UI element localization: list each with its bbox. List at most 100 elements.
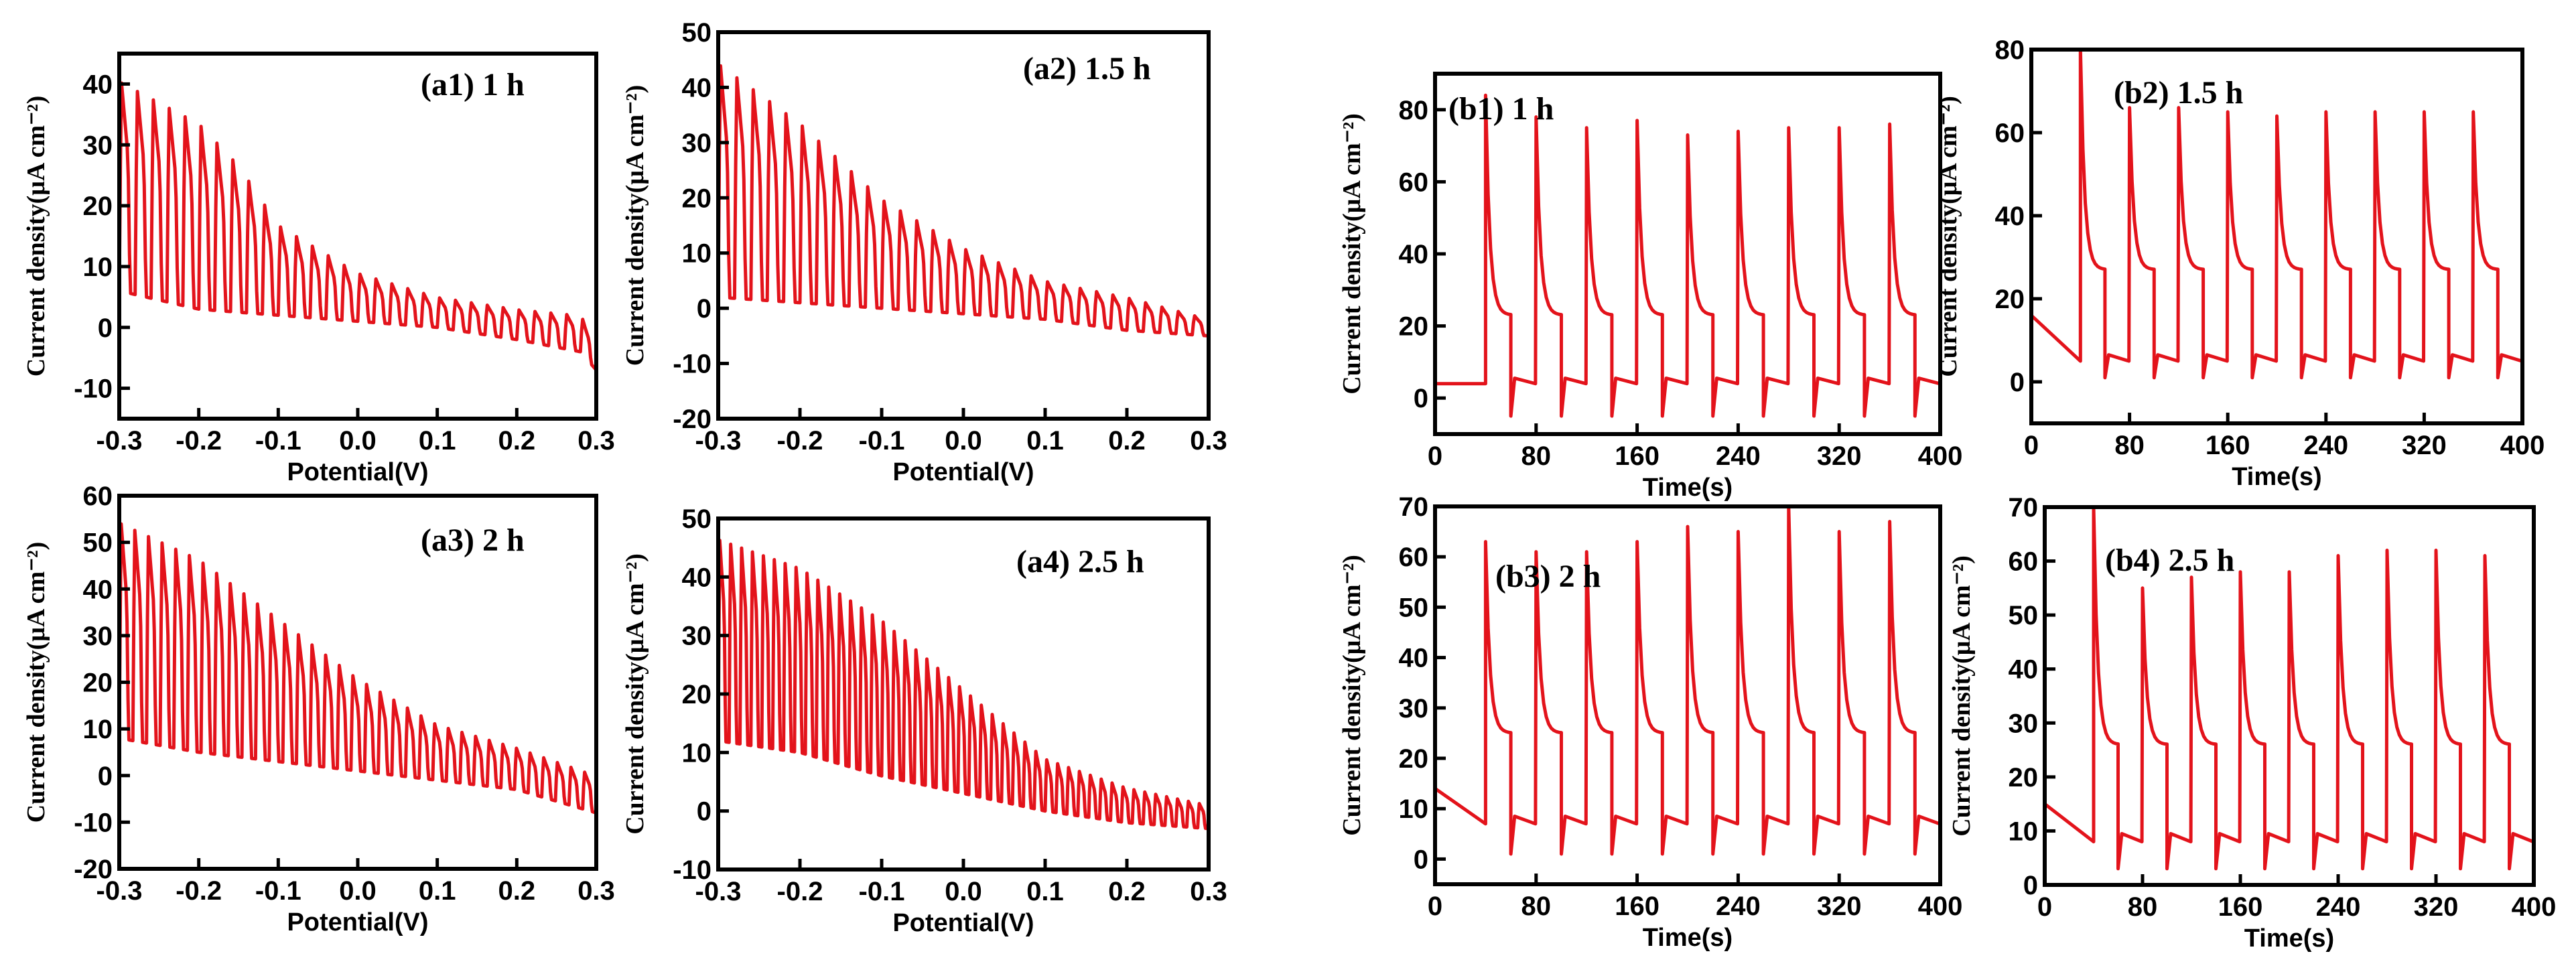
y-tick-label-a3: 10 xyxy=(83,715,113,744)
x-tick-label-a4: -0.3 xyxy=(695,877,742,906)
y-tick-label-a4: 10 xyxy=(682,738,712,768)
y-tick-label-a2: -20 xyxy=(673,405,711,434)
y-tick-label-a2: -10 xyxy=(673,350,711,379)
y-tick-label-a1: 20 xyxy=(83,192,113,221)
y-tick-label-b3: 70 xyxy=(1399,492,1429,522)
x-tick-label-b3: 400 xyxy=(1918,892,1963,921)
y-tick-label-b4: 60 xyxy=(2009,547,2039,577)
x-tick-label-b1: 160 xyxy=(1615,441,1659,471)
x-tick-label-b4: 80 xyxy=(2128,892,2158,922)
y-tick-label-a2: 50 xyxy=(682,18,712,48)
x-tick-label-a1: -0.2 xyxy=(176,426,222,456)
y-tick-label-b4: 20 xyxy=(2009,763,2039,792)
y-tick-label-a4: 0 xyxy=(697,797,711,827)
y-tick-label-a1: 30 xyxy=(83,131,113,160)
panel-label-a1: (a1) 1 h xyxy=(421,67,525,102)
x-tick-label-a4: 0.0 xyxy=(945,877,982,906)
x-tick-label-b2: 320 xyxy=(2402,431,2447,460)
panel-label-a4: (a4) 2.5 h xyxy=(1016,544,1144,579)
x-tick-label-a4: 0.3 xyxy=(1190,877,1227,906)
y-tick-label-a1: 10 xyxy=(83,253,113,282)
chart-b3: 0 80 160 240 320 400 0 10 20 30 40 50 60 70 Time(s) Cur… xyxy=(1338,492,1962,952)
x-tick-label-b2: 240 xyxy=(2303,431,2348,460)
series-line-a3 xyxy=(117,522,597,815)
x-tick-label-b2: 160 xyxy=(2206,431,2250,460)
x-tick-label-b3: 240 xyxy=(1716,892,1761,921)
x-tick-label-a2: -0.1 xyxy=(859,426,905,456)
x-tick-label-b4: 400 xyxy=(2512,892,2557,922)
y-tick-label-a1: -10 xyxy=(74,374,113,404)
x-tick-label-b4: 320 xyxy=(2414,892,2459,922)
x-tick-label-b4: 0 xyxy=(2037,892,2052,922)
x-tick-label-a2: 0.1 xyxy=(1026,426,1064,456)
panel-label-a3: (a3) 2 h xyxy=(421,523,525,558)
x-tick-label-b4: 160 xyxy=(2218,892,2263,922)
x-tick-label-a4: 0.1 xyxy=(1026,877,1064,906)
y-axis-label-b1: Current density(μA cm⁻²) xyxy=(1338,113,1366,395)
y-tick-label-a2: 40 xyxy=(682,73,712,102)
y-tick-label-b3: 40 xyxy=(1399,644,1429,673)
x-tick-label-a4: -0.1 xyxy=(859,877,905,906)
x-tick-label-a3: 0.0 xyxy=(339,876,377,906)
y-axis-label-a4: Current density(μA cm⁻²) xyxy=(621,553,649,835)
x-tick-label-a1: -0.1 xyxy=(255,426,301,456)
x-tick-label-a2: 0.2 xyxy=(1108,426,1146,456)
x-axis-label-a2: Potential(V) xyxy=(892,458,1034,486)
x-tick-label-a3: 0.2 xyxy=(498,876,536,906)
plot-frame-b2 xyxy=(2029,48,2524,425)
series-line-a2 xyxy=(716,64,1209,338)
y-axis-label-a3: Current density(μA cm⁻²) xyxy=(22,542,50,823)
y-tick-label-a3: 30 xyxy=(83,622,113,651)
x-tick-label-a2: -0.2 xyxy=(777,426,823,456)
panel-label-b1: (b1) 1 h xyxy=(1448,91,1554,127)
y-tick-label-b4: 40 xyxy=(2009,655,2039,685)
x-tick-label-a4: -0.2 xyxy=(777,877,823,906)
y-tick-label-a3: 0 xyxy=(98,762,113,791)
y-tick-label-b1: 0 xyxy=(1414,384,1428,413)
y-tick-label-b3: 10 xyxy=(1399,794,1429,824)
y-tick-label-b4: 50 xyxy=(2009,601,2039,630)
x-tick-label-a2: -0.3 xyxy=(695,426,742,456)
x-tick-label-b4: 240 xyxy=(2316,892,2361,922)
chart-b2: 0 80 160 240 320 400 0 20 40 60 80 Time(s) Current d… xyxy=(1934,36,2545,491)
x-tick-label-b1: 0 xyxy=(1428,441,1442,471)
panel-label-b4: (b4) 2.5 h xyxy=(2105,543,2234,578)
x-tick-label-a1: 0.0 xyxy=(339,426,377,456)
x-axis-label-a4: Potential(V) xyxy=(892,909,1034,937)
y-tick-label-a4: 50 xyxy=(682,504,712,534)
y-tick-label-a3: 20 xyxy=(83,669,113,698)
x-tick-label-b2: 400 xyxy=(2500,431,2545,460)
y-tick-label-a4: 30 xyxy=(682,622,712,651)
chart-panels: -0.3 -0.2 -0.1 0.0 0.1 0.2 0.3 -10 0 10 20 30 40 Pote… xyxy=(22,18,2556,953)
chart-a1: -0.3 -0.2 -0.1 0.0 0.1 0.2 0.3 -10 0 10 20 30 40 Pote… xyxy=(22,52,615,486)
x-tick-label-a3: 0.3 xyxy=(578,876,615,906)
x-tick-label-a2: 0.0 xyxy=(945,426,982,456)
y-tick-label-a2: 30 xyxy=(682,129,712,158)
series-line-b1 xyxy=(1435,93,1942,418)
x-tick-label-b1: 80 xyxy=(1521,441,1552,471)
x-axis-label-b2: Time(s) xyxy=(2232,463,2321,491)
plot-frame-b4 xyxy=(2043,505,2536,887)
y-tick-label-a2: 10 xyxy=(682,239,712,269)
y-axis-label-a2: Current density(μA cm⁻²) xyxy=(621,85,649,366)
y-tick-label-b3: 0 xyxy=(1414,845,1428,874)
y-tick-label-a3: 40 xyxy=(83,575,113,604)
series-line-b4 xyxy=(2043,505,2535,871)
x-axis-label-a1: Potential(V) xyxy=(287,458,428,486)
x-axis-label-b3: Time(s) xyxy=(1643,924,1733,952)
y-tick-label-b1: 40 xyxy=(1399,240,1429,269)
y-axis-label-b4: Current density(μA cm⁻²) xyxy=(1948,555,1976,837)
y-axis-label-b3: Current density(μA cm⁻²) xyxy=(1338,555,1366,836)
y-tick-label-b3: 20 xyxy=(1399,744,1429,774)
x-tick-label-b1: 240 xyxy=(1716,441,1761,471)
x-axis-label-b1: Time(s) xyxy=(1643,474,1733,502)
x-tick-label-a3: 0.1 xyxy=(419,876,456,906)
y-tick-label-b1: 60 xyxy=(1399,167,1429,197)
y-axis-label-b2: Current density(μA cm⁻²) xyxy=(1934,96,1962,377)
x-tick-label-b2: 0 xyxy=(2024,431,2039,460)
panel-label-a2: (a2) 1.5 h xyxy=(1023,51,1151,86)
y-tick-label-b4: 0 xyxy=(2023,871,2038,900)
y-tick-label-a1: 0 xyxy=(98,314,113,343)
chart-a3: -0.3 -0.2 -0.1 0.0 0.1 0.2 0.3 -20 -10 0 10 20 30 40 5… xyxy=(22,482,615,936)
